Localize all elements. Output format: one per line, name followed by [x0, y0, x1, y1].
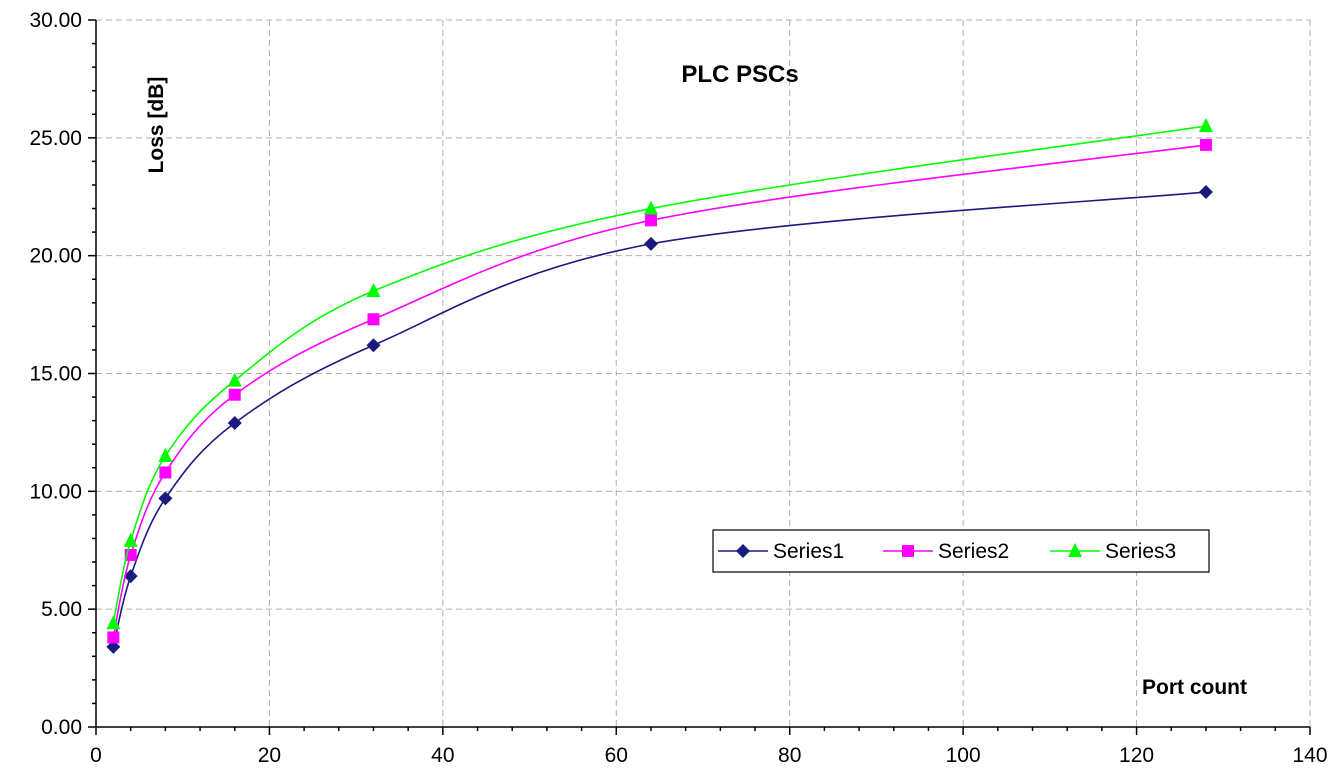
- y-tick-label: 30.00: [29, 9, 82, 32]
- legend-marker: [1068, 543, 1082, 557]
- data-point: [123, 569, 138, 584]
- x-tick-label: 60: [605, 744, 628, 767]
- legend-item: Series1: [718, 540, 844, 563]
- data-point: [366, 283, 381, 298]
- data-point: [1198, 118, 1213, 133]
- data-point: [644, 214, 657, 227]
- series-3: [106, 118, 1213, 630]
- data-point: [159, 466, 172, 479]
- y-tick-label: 25.00: [29, 127, 82, 150]
- data-point: [107, 631, 120, 644]
- series-line: [112, 144, 1207, 638]
- data-point: [123, 532, 138, 547]
- series-line: [112, 125, 1207, 624]
- legend-marker: [902, 545, 914, 557]
- x-tick-label: 120: [1119, 744, 1154, 767]
- data-point: [106, 615, 121, 630]
- legend-marker: [736, 544, 750, 558]
- legend-box: [712, 529, 1210, 573]
- y-tick-label: 10.00: [29, 480, 82, 503]
- data-point: [643, 200, 658, 215]
- y-tick-label: 15.00: [29, 363, 82, 386]
- legend-label: Series3: [1105, 540, 1176, 563]
- legend-item: Series2: [883, 540, 1009, 563]
- series-line: [112, 191, 1207, 648]
- data-point: [366, 338, 381, 353]
- gridlines: [96, 19, 1311, 727]
- data-point: [158, 491, 173, 506]
- x-tick-label: 140: [1292, 744, 1327, 767]
- data-point: [367, 313, 380, 326]
- y-tick-label: 20.00: [29, 245, 82, 268]
- x-tick-label: 0: [90, 744, 102, 767]
- data-point: [1199, 138, 1212, 151]
- y-axis-title: Loss [dB]: [145, 77, 168, 174]
- x-tick-label: 100: [946, 744, 981, 767]
- x-tick-label: 20: [258, 744, 281, 767]
- axes: 0.00 5.00 10.00 15.00 20.00 25.00 30.00 0 20 40 60…: [29, 9, 1327, 767]
- series-layer: [106, 118, 1213, 654]
- data-point: [158, 447, 173, 462]
- data-point: [228, 388, 241, 401]
- data-point: [227, 372, 242, 387]
- x-axis-title: Port count: [1142, 676, 1247, 699]
- data-point: [643, 236, 658, 251]
- x-tick-label: 40: [431, 744, 454, 767]
- chart-title: PLC PSCs: [681, 61, 798, 88]
- y-tick-label: 0.00: [41, 716, 82, 739]
- series-2: [107, 138, 1212, 644]
- legend: Series1 Series2 Series3: [712, 529, 1210, 573]
- legend-label: Series2: [938, 540, 1009, 563]
- series-1: [106, 185, 1213, 654]
- legend-label: Series1: [773, 540, 844, 563]
- data-point: [1198, 185, 1213, 200]
- y-tick-label: 5.00: [41, 598, 82, 621]
- data-point: [227, 415, 242, 430]
- x-tick-label: 80: [778, 744, 801, 767]
- legend-item: Series3: [1050, 540, 1176, 563]
